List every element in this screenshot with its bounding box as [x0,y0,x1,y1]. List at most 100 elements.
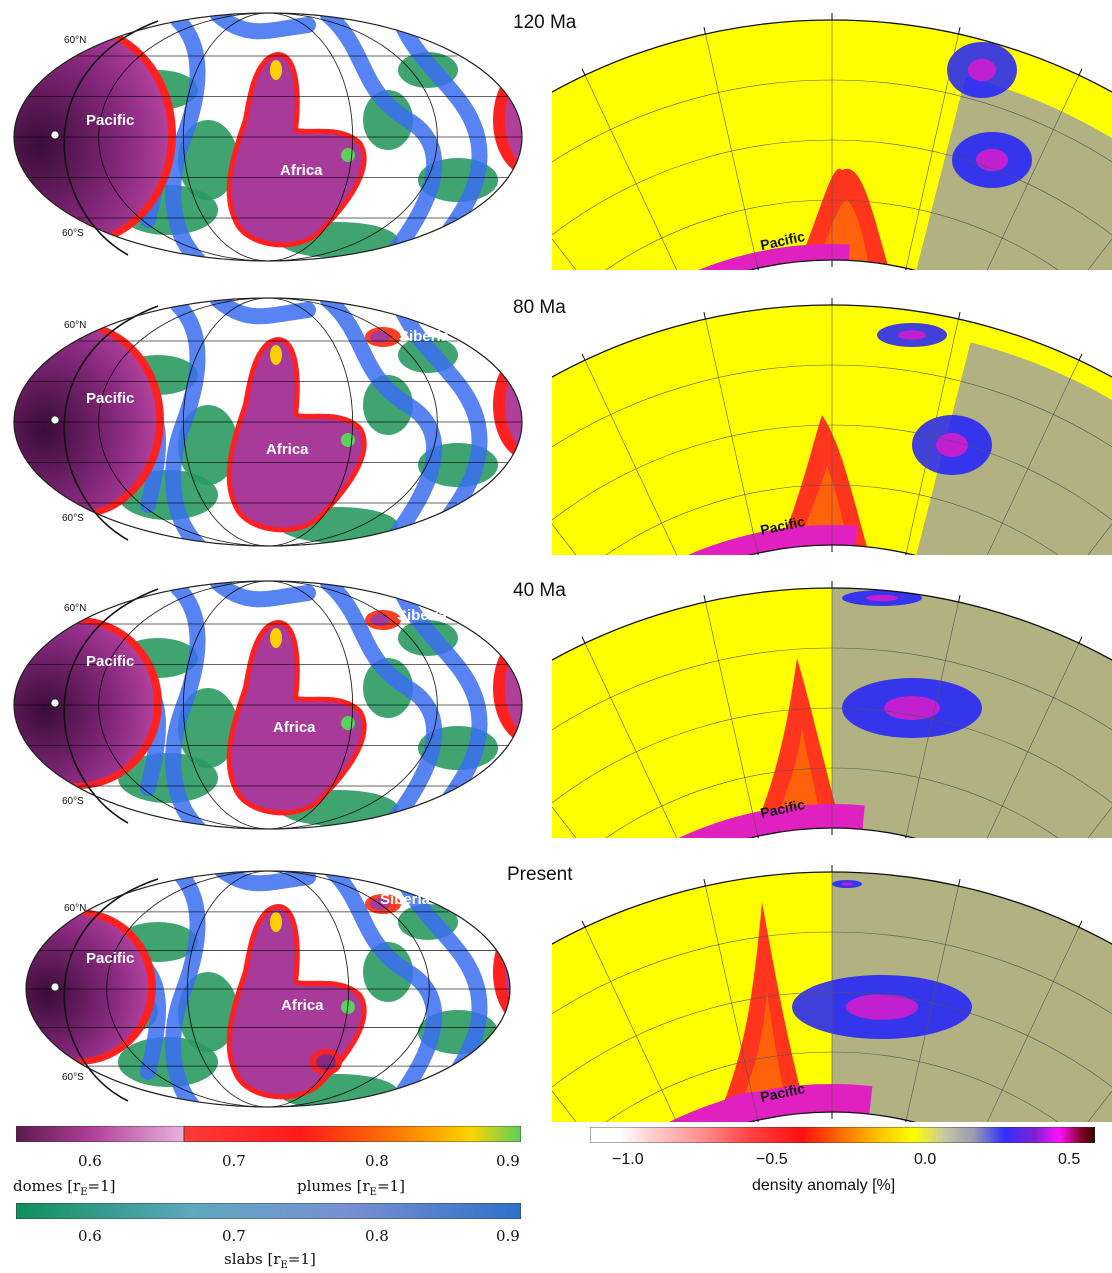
section-tick [905,268,907,270]
slabs-colorbar [15,1202,522,1220]
map-outline [25,870,511,1108]
lat-label-60n: 60°N [64,903,86,914]
map-label-africa: Africa [281,997,324,1014]
slab-green [178,405,238,485]
map-outline [13,297,523,547]
slab-green [363,90,413,150]
map-label-africa: Africa [280,162,323,179]
siberia-dome [370,614,390,626]
domes-plumes-colorbar [15,1125,522,1143]
map-label-africa: Africa [266,441,309,458]
section-tick [581,636,586,644]
section-outline [552,871,1112,1122]
domes-plumes-colorbar-svg [15,1125,522,1143]
slab-anomaly-core [846,994,918,1020]
map-label-siberia: Siberia [397,607,448,624]
plume-hotspot [341,716,355,730]
slab-blue [210,298,316,325]
section-tick [958,595,961,603]
plume-hotspot [270,60,282,80]
section-grid [552,305,1112,555]
graticule [26,871,510,1107]
plume-hotspot [270,345,282,365]
lat-label-60n: 60°N [64,320,86,331]
pacific-llsvp-mound [692,1092,802,1122]
plume-hotspot [341,433,355,447]
section-tick [905,553,907,555]
density-colorbar-label: density anomaly [%] [752,1177,896,1194]
pacific-llsvp [552,1084,873,1122]
graticule [14,13,522,261]
africa-ring-core [316,1054,336,1070]
plume-hotspot [270,912,282,932]
section-tick [703,879,706,887]
section-grid [552,588,1112,838]
right-edge-dome [505,924,510,1020]
slab-anomaly-grey [916,342,1112,555]
graticule [14,581,522,829]
domes-plumes-tick-1: 0.6 [78,1152,102,1170]
section-profile-line [63,588,159,824]
density-cross-section: Pacific [552,13,1112,270]
siberia-dome [370,331,390,343]
lat-label-60n: 60°N [64,603,86,614]
slab-anomaly-core [841,882,853,886]
map-label-pacific: Pacific [86,112,134,129]
section-grid [552,20,1112,270]
africa-dome [231,909,362,1095]
plume-hotspot [341,148,355,162]
panel-row: Pacific Africa Siberia 60°N 60°S 40 Ma Pacific [0,578,1112,838]
section-tick [757,1120,759,1122]
map-label-siberia: Siberia [380,891,431,908]
lat-label-60s: 60°S [62,228,84,239]
section-tick [1078,636,1083,644]
slabs-tick-4: 0.9 [496,1227,520,1245]
africa-dome [231,57,362,243]
section-tick [1078,68,1083,76]
section-profile-line [63,305,159,541]
density-colorbar-svg [589,1126,1096,1144]
domes-plumes-tick-2: 0.7 [222,1152,246,1170]
africa-dome [231,342,362,528]
plumes-colorbar-label: plumes [rE=1] [297,1177,405,1198]
profile-endpoint-marker [50,982,60,992]
lat-label-60n: 60°N [64,35,86,46]
section-profile-line [63,20,159,256]
time-label: Present [507,864,573,885]
time-label: 80 Ma [513,297,566,318]
time-label: 120 Ma [513,12,577,33]
slab-blue [210,871,316,892]
slab-anomaly-core [968,58,996,82]
section-tick [958,312,961,320]
map-label-pacific: Pacific [86,950,134,967]
slab-blue [165,871,206,1107]
plume-hotspot [270,628,282,648]
slab-blue [320,298,443,546]
map-label-pacific: Pacific [86,653,134,670]
density-tick-1: −1.0 [612,1151,644,1168]
panel-row: Pacific Africa Siberia 60°N 60°S Present Pacif… [0,862,1112,1122]
slabs-colorbar-label: slabs [rE=1] [224,1250,316,1271]
slabs-colorbar-svg [15,1202,522,1220]
slab-blue [210,13,316,40]
mollweide-map: Pacific Africa Siberia 60°N 60°S [13,297,523,547]
section-outline [552,19,1112,270]
slab-green [363,658,413,718]
slab-anomaly-core [884,696,940,720]
graticule [14,298,522,546]
slabs-tick-3: 0.8 [365,1227,389,1245]
section-tick [757,268,759,270]
density-tick-2: −0.5 [756,1151,788,1168]
profile-endpoint-marker [50,130,60,140]
pacific-llsvp [552,804,865,838]
map-label-africa: Africa [273,719,316,736]
slab-green [178,120,238,200]
slab-blue [210,581,316,608]
section-outline [552,304,1112,555]
africa-dome [231,625,362,811]
slab-blue [320,581,443,829]
slab-anomaly-grey [832,871,1112,1122]
density-tick-3: 0.0 [914,1151,937,1168]
map-label-siberia: Siberia [399,328,450,345]
slab-blue [320,13,443,261]
